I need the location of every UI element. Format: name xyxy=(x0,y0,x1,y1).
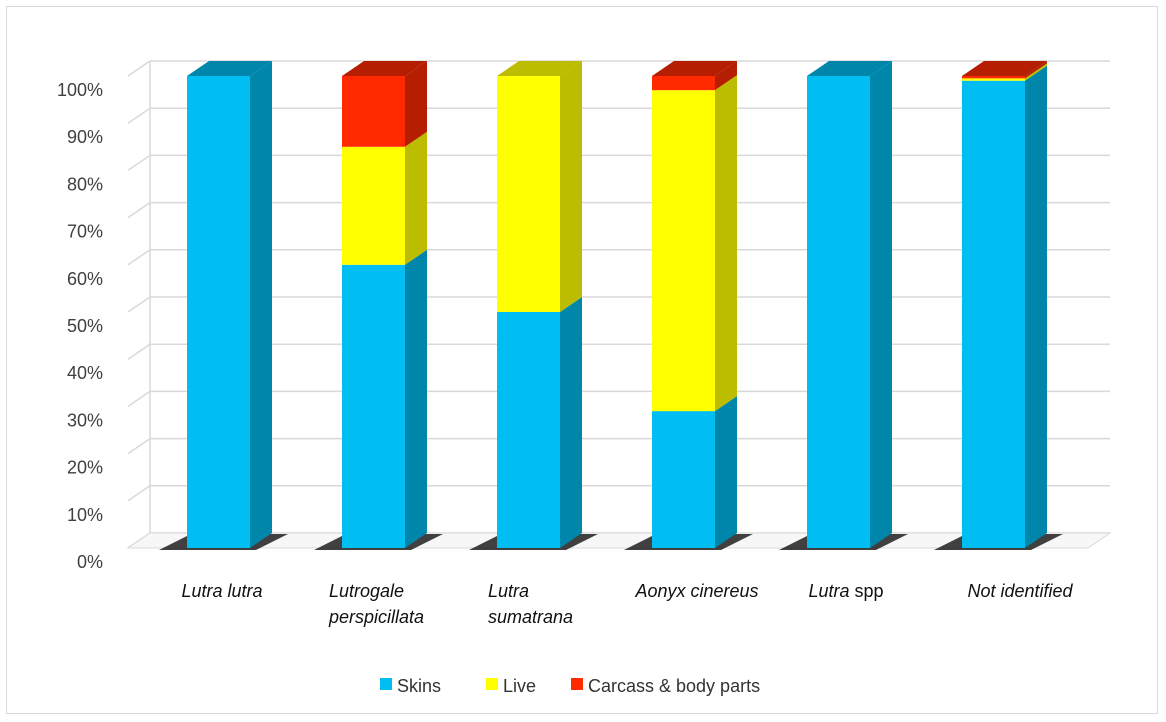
gridline-side xyxy=(127,343,151,360)
bar-top xyxy=(497,61,582,76)
bar-front xyxy=(187,76,250,548)
bar-segment-skins xyxy=(652,396,737,548)
y-tick-label: 100% xyxy=(57,80,103,100)
bar-segment-live xyxy=(652,75,737,412)
bar-segment-skins xyxy=(962,65,1047,548)
bar-segment-skins xyxy=(497,297,582,548)
bar-side xyxy=(870,61,892,548)
bar-segment-skins xyxy=(187,61,272,548)
bar-side xyxy=(715,61,737,91)
x-tick-label: Lutra spp xyxy=(808,581,883,601)
gridline-side xyxy=(127,390,151,408)
y-tick-label: 10% xyxy=(67,505,103,525)
y-tick-label: 90% xyxy=(67,127,103,147)
y-tick-label: 80% xyxy=(67,174,103,194)
x-tick-label: Lutra lutra xyxy=(181,581,262,601)
gridline-side xyxy=(127,437,151,455)
x-tick-label: sumatrana xyxy=(488,607,573,627)
bar-top xyxy=(962,61,1047,76)
bar-front xyxy=(342,76,405,147)
bar-side xyxy=(1025,65,1047,548)
bar-segment-carcass-body-parts xyxy=(342,61,427,147)
bar-segment-live xyxy=(962,63,1047,81)
gridline-side xyxy=(127,107,151,124)
bar-front xyxy=(497,312,560,548)
x-tick-label: Lutra xyxy=(488,581,529,601)
bar-side xyxy=(1025,61,1047,79)
gridline-side xyxy=(127,60,151,77)
legend: Skins Live Carcass & body parts xyxy=(380,676,760,696)
legend-swatch xyxy=(380,678,392,690)
y-tick-label: 70% xyxy=(67,222,103,242)
bar-side xyxy=(405,249,427,549)
bar-segment-carcass-body-parts xyxy=(962,61,1047,79)
bar-top xyxy=(652,61,737,76)
bar-front xyxy=(652,411,715,548)
bar-top xyxy=(342,61,427,76)
y-tick-label: 40% xyxy=(67,363,103,383)
x-tick-label: Lutrogale xyxy=(329,581,404,601)
legend-label: Skins xyxy=(397,676,441,696)
legend-swatch xyxy=(571,678,583,690)
legend-item: Skins xyxy=(380,676,441,696)
bar-top xyxy=(807,61,892,76)
gridline-side xyxy=(127,249,151,266)
y-tick-label: 50% xyxy=(67,316,103,336)
bar-segment-skins xyxy=(342,249,427,549)
bar-top xyxy=(187,61,272,76)
bar-front xyxy=(342,146,405,265)
gridline-side xyxy=(127,485,151,502)
x-tick-label: Aonyx cinereus xyxy=(634,581,758,601)
bars xyxy=(187,61,1047,549)
y-axis: 0% 10% 20% 30% 40% 50% 60% 70% 80% 90% 100% xyxy=(57,80,103,572)
bar-front xyxy=(962,80,1025,548)
y-tick-label: 0% xyxy=(77,552,103,572)
y-tick-label: 20% xyxy=(67,458,103,478)
bar-front xyxy=(652,76,715,91)
bar-segment-skins xyxy=(807,61,892,548)
bar-front xyxy=(962,76,1025,79)
bar-segment-live xyxy=(497,61,582,312)
x-axis: Lutra lutra Lutrogale perspicillata Lutra su… xyxy=(181,581,1073,627)
x-tick-label: perspicillata xyxy=(328,607,424,627)
legend-label: Carcass & body parts xyxy=(588,676,760,696)
bar-side xyxy=(560,61,582,312)
bar-segment-live xyxy=(342,131,427,265)
legend-item: Carcass & body parts xyxy=(571,676,760,696)
legend-swatch xyxy=(486,678,498,690)
bar-front xyxy=(342,264,405,548)
bar-front xyxy=(652,90,715,412)
bar-side xyxy=(405,61,427,147)
y-tick-label: 30% xyxy=(67,410,103,430)
legend-label: Live xyxy=(503,676,536,696)
gridline-side xyxy=(127,154,151,172)
bar-front xyxy=(962,78,1025,81)
bar-side xyxy=(1025,63,1047,81)
bar-front xyxy=(807,76,870,548)
bar-side xyxy=(560,297,582,548)
bar-side xyxy=(715,396,737,548)
gridline-side xyxy=(127,201,151,219)
bar-segment-carcass-body-parts xyxy=(652,61,737,91)
bar-side xyxy=(405,131,427,265)
legend-item: Live xyxy=(486,676,536,696)
bar-front xyxy=(497,76,560,312)
bar-side xyxy=(715,75,737,412)
x-tick-label: Not identified xyxy=(967,581,1073,601)
gridline-side xyxy=(127,296,151,313)
bar-side xyxy=(250,61,272,548)
y-tick-label: 60% xyxy=(67,269,103,289)
